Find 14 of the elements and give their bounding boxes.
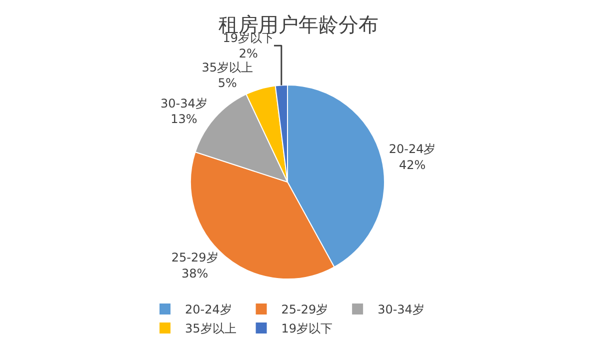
data-label: 13% bbox=[170, 112, 198, 126]
legend-label: 25-29岁 bbox=[281, 302, 328, 317]
legend-label: 30-34岁 bbox=[378, 302, 424, 317]
slice-label: 30-34岁 bbox=[160, 96, 208, 111]
legend-label: 35岁以上 bbox=[185, 322, 236, 336]
slice-label: 20-24岁 bbox=[388, 142, 436, 156]
data-label: 38% bbox=[181, 266, 208, 280]
legend-label: 20-24岁 bbox=[185, 302, 232, 317]
data-label: 2% bbox=[238, 46, 258, 60]
slice-label: 25-29岁 bbox=[171, 250, 218, 265]
legend-label: 19岁以下 bbox=[281, 322, 333, 336]
data-label: 42% bbox=[398, 158, 426, 172]
data-label: 5% bbox=[218, 76, 237, 90]
slice-label: 35岁以上 bbox=[202, 60, 254, 74]
